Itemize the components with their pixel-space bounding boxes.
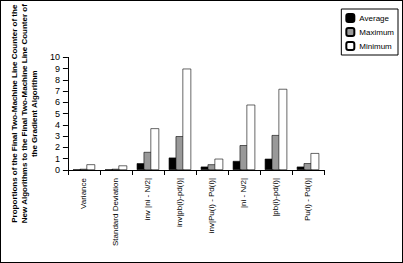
svg-text:3: 3: [55, 131, 60, 141]
svg-text:inv |ni - N/2|: inv |ni - N/2|: [143, 178, 152, 220]
svg-text:7: 7: [55, 86, 60, 96]
svg-text:|pb(i)-pd(i)|: |pb(i)-pd(i)|: [271, 178, 280, 217]
svg-text:Standard Deviation: Standard Deviation: [111, 178, 120, 246]
svg-text:Maximum: Maximum: [359, 28, 394, 37]
svg-text:8: 8: [55, 75, 60, 85]
svg-text:0: 0: [55, 165, 60, 175]
svg-text:Variance: Variance: [79, 177, 88, 209]
svg-text:inv|Pu(i) - Pd(i)|: inv|Pu(i) - Pd(i)|: [207, 178, 216, 233]
svg-text:the Gradient Algorithm: the Gradient Algorithm: [30, 70, 39, 157]
svg-text:inv|pb(i)-pd(i)|: inv|pb(i)-pd(i)|: [175, 178, 184, 227]
svg-text:2: 2: [55, 142, 60, 152]
svg-text:|ni - N/2|: |ni - N/2|: [239, 178, 248, 208]
svg-text:1: 1: [55, 154, 60, 164]
svg-text:Pu(i) - Pd(i)|: Pu(i) - Pd(i)|: [303, 178, 312, 221]
svg-text:Minimum: Minimum: [359, 42, 392, 51]
svg-text:6: 6: [55, 97, 60, 107]
svg-text:Average: Average: [359, 14, 389, 23]
svg-text:New Algorithms to the Final Tw: New Algorithms to the Final Two-Machine …: [20, 4, 29, 223]
svg-text:5: 5: [55, 109, 60, 119]
svg-text:4: 4: [55, 120, 60, 130]
svg-text:Proportions of the Final Two-M: Proportions of the Final Two-Machine Lin…: [10, 4, 19, 223]
svg-text:10: 10: [50, 52, 60, 62]
svg-text:9: 9: [55, 64, 60, 74]
